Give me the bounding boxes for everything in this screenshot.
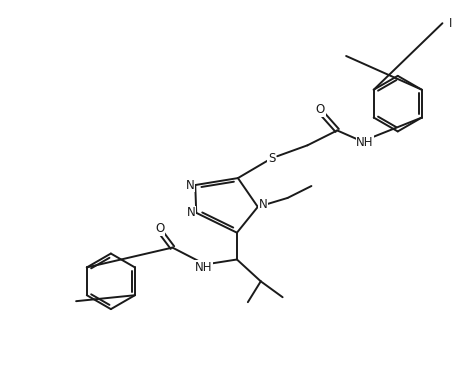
Text: N: N (187, 206, 196, 219)
Text: N: N (186, 179, 195, 192)
Text: O: O (155, 222, 164, 235)
Text: I: I (448, 17, 452, 30)
Text: NH: NH (195, 261, 212, 274)
Text: S: S (268, 152, 275, 165)
Text: O: O (316, 103, 325, 116)
Text: NH: NH (356, 136, 374, 149)
Text: N: N (258, 198, 267, 211)
